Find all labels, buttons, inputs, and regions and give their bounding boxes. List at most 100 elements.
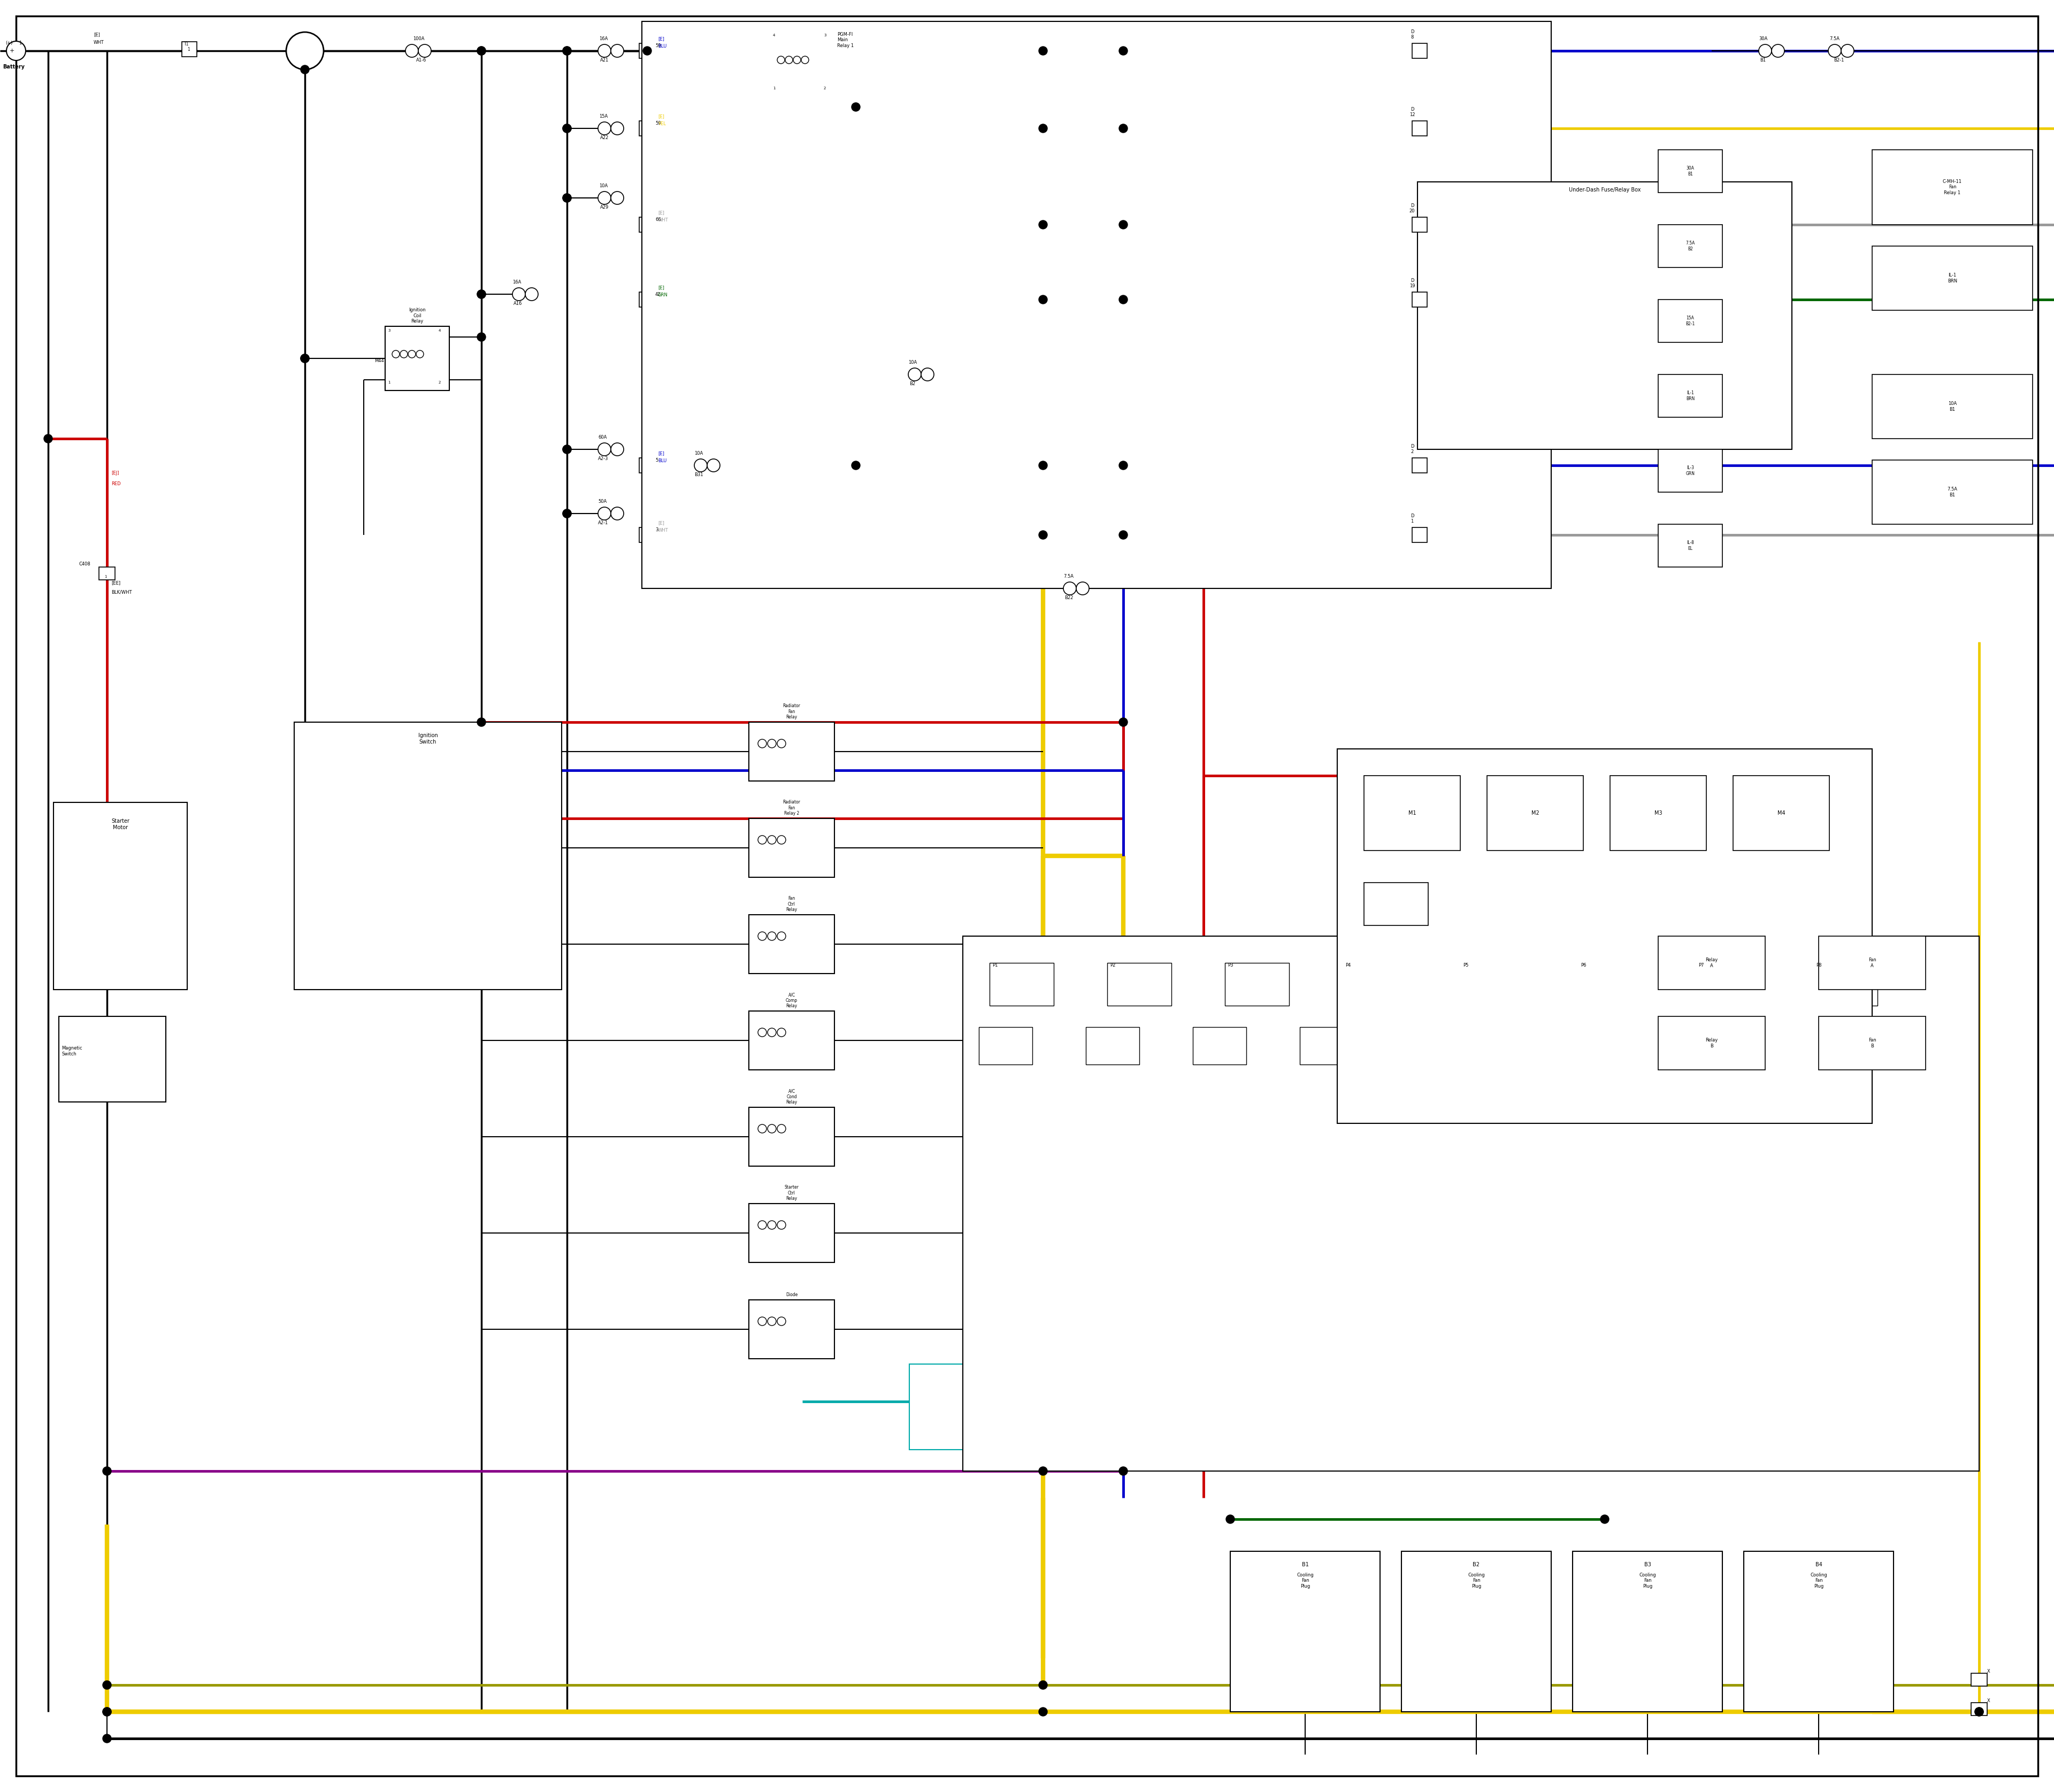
Text: 66: 66 [655,217,661,222]
Text: B1: B1 [1302,1563,1308,1568]
Bar [1871,375,2033,439]
Bar [1343,962,1407,1005]
Bar [750,914,834,973]
Circle shape [1119,296,1128,305]
Circle shape [103,1735,111,1744]
Circle shape [768,932,776,941]
Text: 59: 59 [655,43,661,48]
Circle shape [6,41,25,61]
Bar [1658,224,1723,267]
Circle shape [409,351,415,358]
Text: 15A
B2-1: 15A B2-1 [1686,315,1695,326]
Text: [E]: [E] [657,452,663,455]
Bar [1413,527,1428,543]
Bar [1224,962,1290,1005]
Text: 10A
B1: 10A B1 [1947,401,1957,412]
Text: 1: 1 [18,41,21,45]
Bar [639,43,653,59]
Text: Relay
B: Relay B [1705,1038,1717,1048]
Text: 60A: 60A [598,435,606,439]
Text: BLU: BLU [657,459,668,464]
Circle shape [1119,719,1128,726]
Circle shape [103,1708,111,1717]
Circle shape [300,355,310,362]
Bar [1107,962,1171,1005]
Bar [639,120,653,136]
Bar [750,722,834,781]
Text: 1: 1 [187,47,189,52]
Circle shape [563,47,571,56]
Text: Relay
A: Relay A [1705,957,1717,968]
Text: 2: 2 [440,382,442,383]
Bar [639,217,653,233]
Bar [1621,1027,1674,1064]
Text: 59: 59 [655,120,661,125]
Bar [639,459,653,473]
Circle shape [610,192,624,204]
Text: D
12: D 12 [1409,108,1415,116]
Text: 2: 2 [824,86,826,90]
Text: B2-1: B2-1 [1834,57,1844,63]
Text: Diode: Diode [787,1292,797,1297]
Text: Under-Dash Fuse/Relay Box: Under-Dash Fuse/Relay Box [1569,186,1641,192]
Text: Fan
A: Fan A [1869,957,1875,968]
Circle shape [801,56,809,65]
Circle shape [401,351,407,358]
Text: A/C
Cond
Relay: A/C Cond Relay [787,1090,797,1104]
Circle shape [610,45,624,57]
Text: PGM-FI
Main
Relay 1: PGM-FI Main Relay 1 [838,32,854,48]
Circle shape [1039,1681,1048,1690]
Bar [1573,1552,1723,1711]
Text: A1-6: A1-6 [417,57,427,63]
Text: A2-3: A2-3 [598,457,608,461]
Text: 1: 1 [772,86,774,90]
Text: 1: 1 [388,382,390,383]
Circle shape [768,740,776,747]
Text: P8: P8 [1816,962,1822,968]
Circle shape [610,122,624,134]
Bar [1401,1552,1551,1711]
Text: M3: M3 [1653,810,1662,815]
Bar [980,1027,1033,1064]
Text: Radiator
Fan
Relay: Radiator Fan Relay [783,704,801,719]
Text: WHT: WHT [657,529,668,532]
Circle shape [776,932,787,941]
Circle shape [563,194,571,202]
Circle shape [1076,582,1089,595]
Circle shape [563,124,571,133]
Circle shape [776,1029,787,1038]
Circle shape [1119,530,1128,539]
Text: B31: B31 [694,473,702,477]
Text: [E]: [E] [657,115,663,118]
Text: IL-3
GRN: IL-3 GRN [1686,466,1695,477]
Text: M1: M1 [1409,810,1415,815]
Circle shape [477,333,485,340]
Bar [1658,1016,1764,1070]
Circle shape [1039,1708,1048,1717]
Circle shape [1974,1708,1984,1717]
Circle shape [1119,220,1128,229]
Circle shape [758,835,766,844]
Bar [1658,935,1764,989]
Text: Ignition
Coil
Relay: Ignition Coil Relay [409,308,425,324]
Text: 10A: 10A [600,183,608,188]
Bar [1413,43,1428,59]
Bar [963,935,1980,1471]
Text: RED: RED [111,482,121,486]
Bar [1364,883,1428,925]
Circle shape [103,1468,111,1475]
Bar [639,527,653,543]
Circle shape [598,122,610,134]
Text: Cooling
Fan
Plug: Cooling Fan Plug [1469,1573,1485,1590]
Bar [294,722,561,989]
Circle shape [920,367,935,382]
Text: P1: P1 [992,962,998,968]
Bar [1364,776,1460,851]
Circle shape [103,1681,111,1690]
Bar [1818,1016,1927,1070]
Text: T1: T1 [185,41,189,47]
Text: 10A: 10A [908,360,916,366]
Text: [EE]: [EE] [111,581,121,586]
Bar [1514,1027,1567,1064]
Bar [1487,776,1584,851]
